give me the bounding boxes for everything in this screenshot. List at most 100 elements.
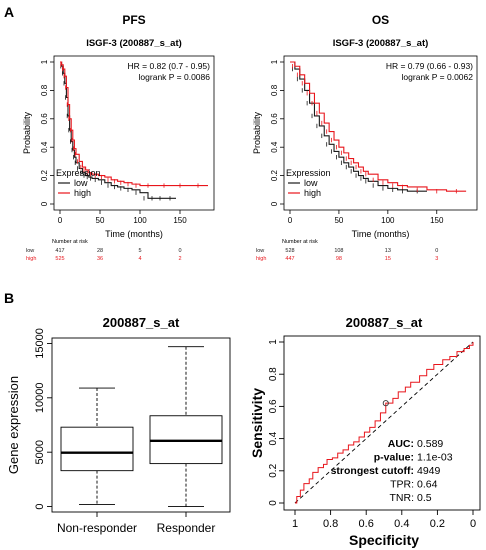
y-tick-label: 1 [270,59,279,64]
y-tick-label: 0.4 [270,141,279,153]
km-plot-os: OS ISGF-3 (200887_s_at) 0 0.2 0.4 0.6 0.8 1 0 50 1… [252,13,478,262]
risk-row-label: high [256,256,266,262]
y-tick-label: 0.8 [40,84,49,96]
risk-table-header: Number at risk [282,239,318,245]
y-tick-label: 0.2 [268,463,279,477]
risk-count: 417 [55,248,64,254]
x-tick-label: 1 [292,518,298,530]
risk-row-label: low [26,248,34,254]
legend-title: Expression [286,168,331,178]
risk-count: 36 [97,256,103,262]
y-tick-label: 1 [40,59,49,64]
km-stat: logrank P = 0.0086 [139,72,211,82]
risk-count: 13 [385,248,391,254]
y-tick-label: 0.6 [268,399,279,413]
risk-row-label: high [26,256,36,262]
y-tick-label: 15000 [34,328,46,359]
km-title: PFS [122,13,145,27]
legend-label-low: low [304,178,318,188]
y-tick-label: 0.8 [268,367,279,381]
y-tick-label: 0 [40,201,49,206]
km-stat: logrank P = 0.0062 [402,72,474,82]
x-tick-label: 50 [96,216,105,225]
km-plot-frame [53,55,215,211]
risk-count: 15 [385,256,391,262]
x-tick-label: 50 [334,216,343,225]
x-tick-label: 0.6 [359,518,374,530]
risk-count: 108 [334,248,343,254]
km-stat: HR = 0.82 (0.7 - 0.95) [128,61,211,71]
roc-stat-label: TPR: [390,479,414,491]
y-tick-label: 0 [268,500,279,506]
risk-count: 98 [336,256,342,262]
risk-count: 28 [97,248,103,254]
risk-row-label: low [256,248,264,254]
legend-label-low: low [74,178,88,188]
x-tick-label: 0 [288,216,293,225]
y-tick-label: 0 [270,201,279,206]
risk-count: 447 [285,256,294,262]
roc-frame [283,335,481,511]
legend-label-high: high [304,188,321,198]
roc-curve [295,342,474,504]
boxplot-title: 200887_s_at [103,315,180,330]
x-tick-label: 0 [58,216,63,225]
roc-stat-value: 0.64 [417,479,438,491]
y-axis-label: Sensitivity [249,388,265,458]
y-tick-label: 0.2 [40,169,49,181]
km-title: OS [372,13,389,27]
boxplot-frame [51,337,231,513]
y-tick-label: 0.2 [270,169,279,181]
x-tick-label: 150 [173,216,187,225]
km-curve-low [290,61,427,192]
x-tick-label: 0.2 [430,518,445,530]
km-stat: HR = 0.79 (0.66 - 0.93) [386,61,473,71]
x-axis-label: Specificity [349,532,419,548]
y-tick-label: 0.6 [270,113,279,125]
roc-stat-value: 1.1e-03 [417,452,453,464]
y-axis-label: Probability [22,111,32,154]
x-tick-label: 100 [133,216,147,225]
box-iqr [60,426,134,472]
legend-title: Expression [56,168,101,178]
roc-title: 200887_s_at [346,315,423,330]
x-tick-label: 100 [381,216,395,225]
x-axis-label: Time (months) [105,229,163,239]
y-tick-label: 0.8 [270,84,279,96]
y-tick-label: 0.4 [268,431,279,445]
risk-count: 5 [138,248,141,254]
risk-count: 528 [285,248,294,254]
x-axis-label: Time (months) [352,229,410,239]
x-tick-label: 150 [430,216,444,225]
panel-a-label: A [4,4,14,20]
y-tick-label: 0.4 [40,141,49,153]
boxplot: 200887_s_at 0 5000 10000 15000 Gene expressio… [6,315,231,535]
km-curve-low [60,61,176,199]
y-tick-label: 5000 [34,440,46,464]
risk-count: 2 [178,256,181,262]
risk-table-header: Number at risk [52,239,88,245]
y-tick-label: 10000 [34,383,46,414]
risk-count: 525 [55,256,64,262]
cutoff-point [382,400,389,407]
risk-count: 4 [138,256,141,262]
x-category-label: Non-responder [57,521,137,535]
diagonal-reference [294,341,474,504]
x-tick-label: 0 [470,518,476,530]
km-plot-frame [283,55,478,211]
roc-stat-value: 0.589 [417,438,443,450]
y-tick-label: 0 [34,504,46,510]
risk-count: 3 [435,256,438,262]
panel-b-label: B [4,290,14,306]
roc-stat-label: TNR: [390,492,415,504]
x-category-label: Responder [157,521,216,535]
roc-plot: 200887_s_at 0 0.2 0.4 0.6 0.8 1 1 0.8 0.6 0.4 0.2 0 S… [249,315,481,548]
y-tick-label: 1 [268,339,279,345]
km-subtitle: ISGF-3 (200887_s_at) [86,38,182,49]
roc-stat-value: 0.5 [417,492,432,504]
roc-stat-label: p-value: [374,452,414,464]
roc-stat-value: 4949 [417,465,441,477]
y-axis-label: Probability [252,111,262,154]
